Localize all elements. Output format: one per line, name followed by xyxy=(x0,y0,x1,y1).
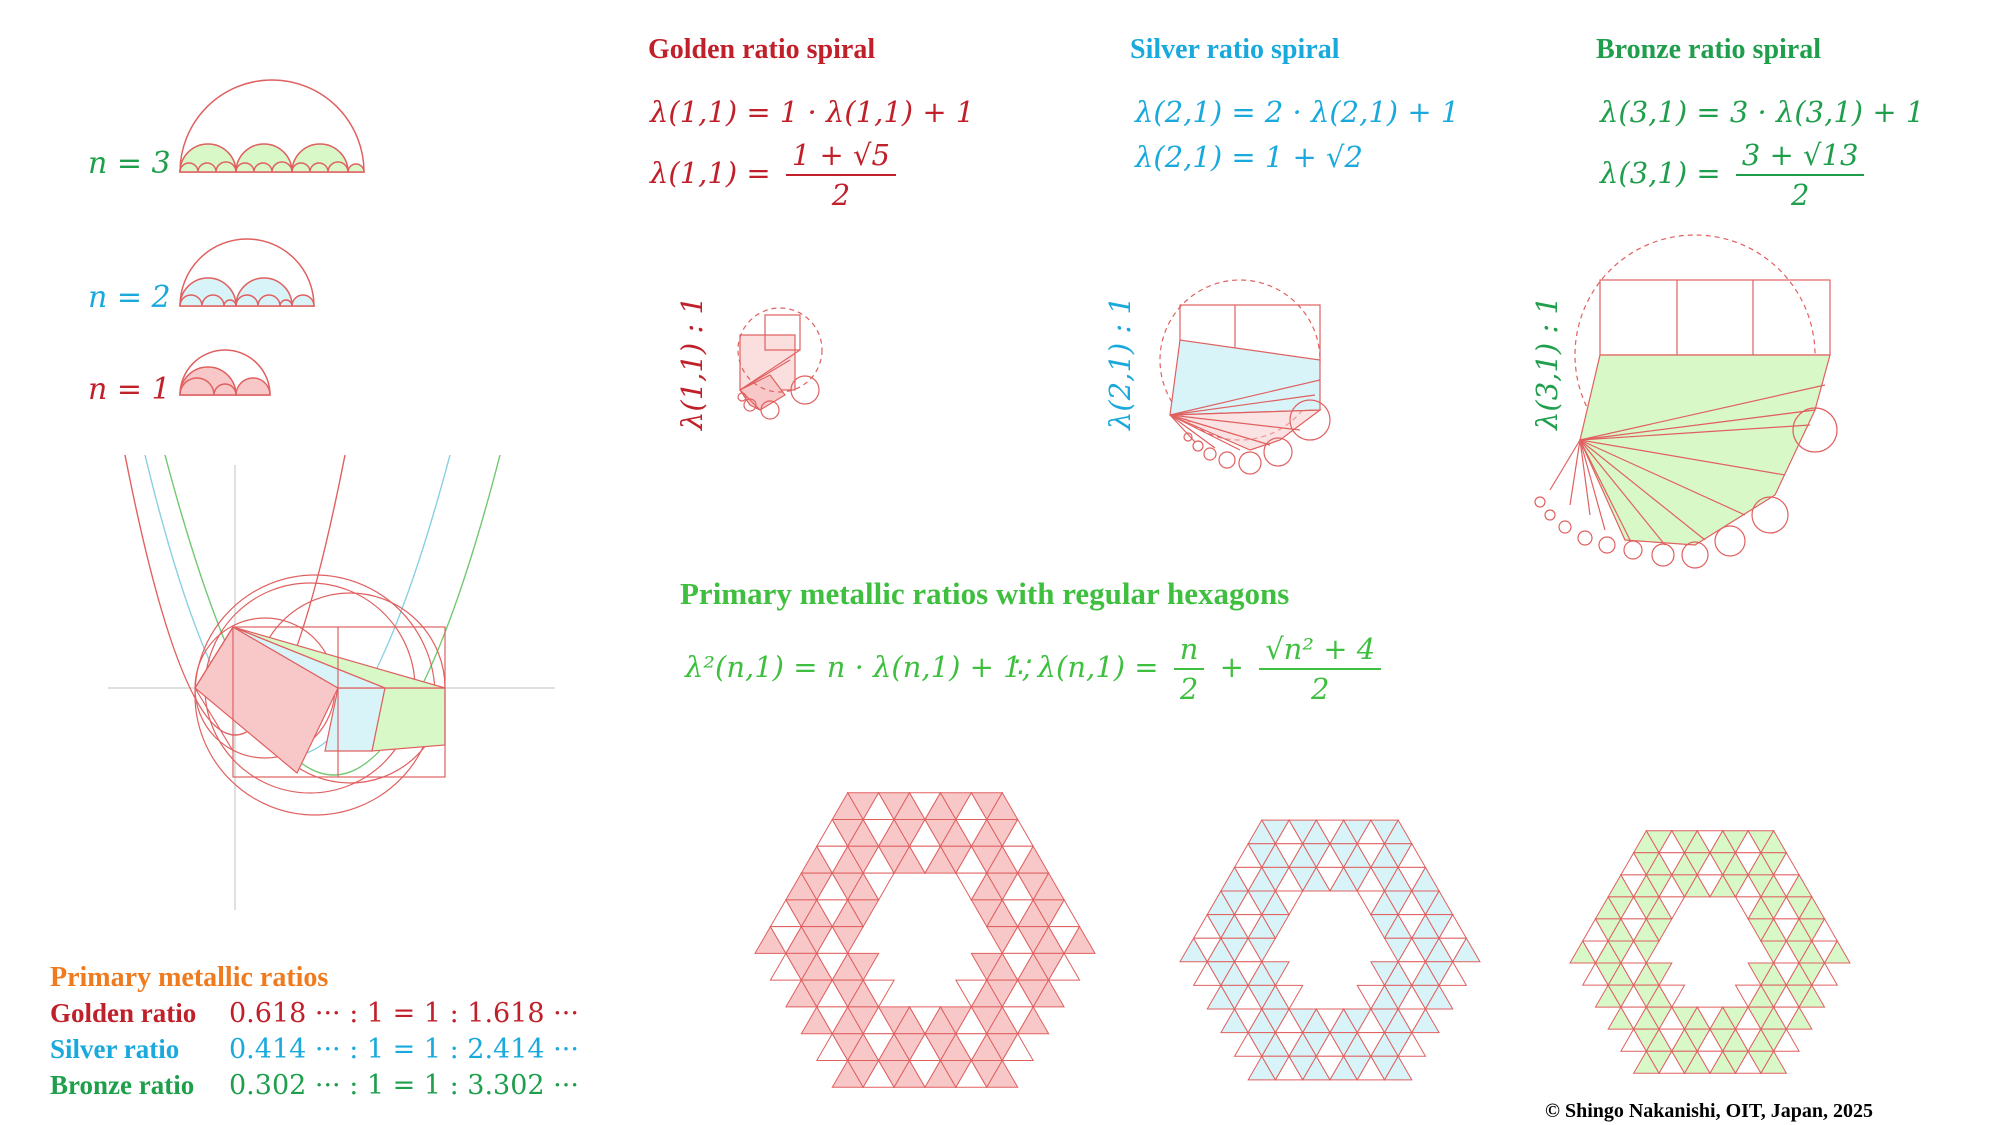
hex-triangle xyxy=(1658,984,1686,1009)
bronze-eq2-num: 3 + √13 xyxy=(1735,138,1865,176)
hex-triangle xyxy=(1274,984,1304,1011)
ratios-heading: Primary metallic ratios xyxy=(50,962,329,993)
ratio-value: 0.618 ··· : 1 = 1 : 1.618 ··· xyxy=(229,998,579,1029)
ratio-value: 0.302 ··· : 1 = 1 : 3.302 ··· xyxy=(229,1070,579,1101)
hex-triangle xyxy=(1410,1008,1440,1034)
golden-eq2-den: 2 xyxy=(831,178,851,212)
general-sol-f1-num: n xyxy=(1173,632,1205,670)
n1-label: n = 1 xyxy=(88,372,171,407)
golden-spiral-label: λ(1,1) : 1 xyxy=(675,296,709,430)
golden-eq1: λ(1,1) = 1 · λ(1,1) + 1 xyxy=(650,95,975,129)
bronze-eq2-lhs: λ(3,1) = xyxy=(1600,156,1721,190)
hex-triangle xyxy=(831,926,865,955)
semicircle-n3 xyxy=(179,79,365,173)
hex-triangle xyxy=(1772,1028,1800,1052)
hexagon-silver xyxy=(1179,819,1481,1081)
n2-label: n = 2 xyxy=(88,280,171,315)
ratio-name: Golden ratio xyxy=(50,998,197,1028)
hex-triangle xyxy=(1760,1050,1788,1074)
hex-triangle xyxy=(862,979,895,1008)
hex-triangle xyxy=(1260,914,1290,940)
hex-triangle xyxy=(1424,984,1454,1010)
ratio-row-silver: Silver ratio 0.414 ··· : 1 = 1 : 2.414 ·… xyxy=(50,1034,579,1065)
golden-eq2: λ(1,1) = 1 + √5 2 xyxy=(650,138,902,212)
hex-triangle xyxy=(1645,918,1673,942)
semicircle-diagrams xyxy=(179,79,365,396)
hex-triangle xyxy=(1810,962,1839,986)
silver-eq2: λ(2,1) = 1 + √2 xyxy=(1135,140,1363,174)
hex-triangle xyxy=(1016,1005,1050,1035)
hex-triangle xyxy=(1063,925,1096,954)
hex-triangle xyxy=(1047,952,1081,981)
hex-triangle xyxy=(1001,1032,1035,1061)
ratio-row-bronze: Bronze ratio 0.302 ··· : 1 = 1 : 3.302 ·… xyxy=(50,1070,579,1101)
silver-eq1: λ(2,1) = 2 · λ(2,1) + 1 xyxy=(1135,95,1460,129)
ratio-row-golden: Golden ratio 0.618 ··· : 1 = 1 : 1.618 ·… xyxy=(50,998,579,1029)
general-sol-f2-num: √n² + 4 xyxy=(1259,632,1382,670)
hex-triangle xyxy=(1274,890,1304,916)
silver-spiral xyxy=(1159,279,1331,475)
hex-triangle xyxy=(846,899,880,928)
bronze-spiral xyxy=(1534,234,1838,569)
golden-spiral xyxy=(737,307,823,420)
hex-triangle xyxy=(1785,1006,1813,1030)
hex-triangle xyxy=(1798,984,1826,1008)
general-sol-lhs: ∵ λ(n,1) = xyxy=(1010,650,1159,684)
general-eq: λ²(n,1) = n · λ(n,1) + 1, xyxy=(685,650,1031,684)
hex-triangle xyxy=(846,952,880,982)
hex-triangle xyxy=(1247,937,1277,963)
ratio-value: 0.414 ··· : 1 = 1 : 2.414 ··· xyxy=(229,1034,579,1065)
n3-label: n = 3 xyxy=(88,146,171,181)
golden-eq2-num: 1 + √5 xyxy=(785,138,896,176)
hexagon-bronze xyxy=(1569,829,1851,1075)
golden-eq2-lhs: λ(1,1) = xyxy=(650,156,771,190)
hexagons-title: Primary metallic ratios with regular hex… xyxy=(680,576,1290,611)
hexagon-golden xyxy=(754,791,1096,1089)
hex-triangle xyxy=(1823,939,1851,964)
semicircle-n1 xyxy=(179,349,271,396)
hex-triangle xyxy=(1632,940,1660,965)
bronze-title: Bronze ratio spiral xyxy=(1596,34,1822,65)
general-sol-f2-den: 2 xyxy=(1310,672,1330,706)
hex-triangle xyxy=(1383,1055,1413,1081)
ratio-name: Bronze ratio xyxy=(50,1070,195,1100)
silver-title: Silver ratio spiral xyxy=(1130,34,1340,65)
ratio-name: Silver ratio xyxy=(50,1034,180,1064)
general-sol-f1-den: 2 xyxy=(1179,672,1199,706)
hex-triangle xyxy=(862,872,895,901)
bronze-eq2: λ(3,1) = 3 + √13 2 xyxy=(1600,138,1870,212)
hex-triangle xyxy=(1658,896,1686,920)
bronze-eq2-den: 2 xyxy=(1790,178,1810,212)
parabola-diagram xyxy=(108,454,555,910)
hex-triangle xyxy=(1397,1031,1427,1057)
semicircle-n2 xyxy=(179,238,315,307)
hex-triangle xyxy=(985,1059,1019,1088)
hex-triangle xyxy=(1032,979,1065,1008)
general-sol-plus: + xyxy=(1219,650,1244,684)
hex-triangle xyxy=(1260,961,1290,987)
hex-triangle xyxy=(1438,960,1468,986)
hex-triangle xyxy=(1645,962,1673,987)
golden-title: Golden ratio spiral xyxy=(648,34,876,65)
bronze-eq1: λ(3,1) = 3 · λ(3,1) + 1 xyxy=(1600,95,1925,129)
copyright: © Shingo Nakanishi, OIT, Japan, 2025 xyxy=(1545,1100,1874,1122)
hex-triangle xyxy=(1451,937,1481,963)
